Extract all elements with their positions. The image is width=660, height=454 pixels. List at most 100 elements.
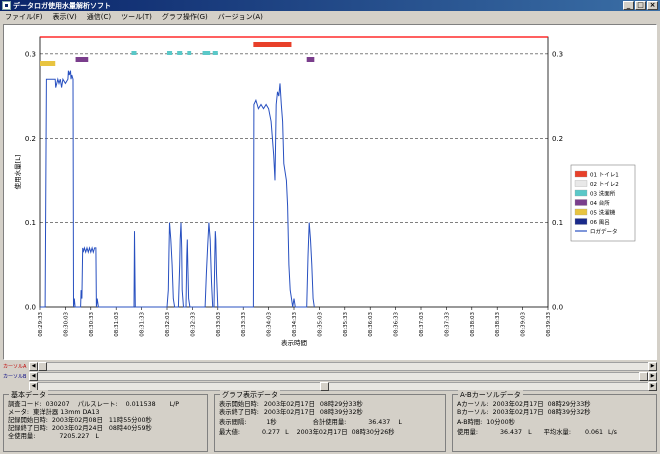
cursor-b-right-arrow[interactable]: ▶ xyxy=(648,372,657,381)
time-scrollbar[interactable]: ◀ ▶ xyxy=(29,382,657,391)
minimize-button[interactable]: _ xyxy=(623,1,634,10)
y-axis-label: 使用水量[L] xyxy=(13,155,22,190)
legend-swatch xyxy=(574,218,588,225)
basic-row-start: 記録開始日時: 2003年02月08日 11時55分00秒 xyxy=(8,417,152,425)
legend-label: 03 洗面所 xyxy=(590,190,616,198)
record-start-date: 2003年02月08日 xyxy=(51,417,103,424)
survey-code-value: 030207 xyxy=(45,401,70,408)
avg-flow-unit: L/s xyxy=(608,429,617,436)
max-value-unit: L xyxy=(285,429,289,436)
y2-tick-label: 0.1 xyxy=(552,219,563,227)
x-tick-label: 08:29:33 xyxy=(38,312,44,337)
legend-swatch xyxy=(574,189,588,197)
cursor-data-title: A-Bカーソルデータ xyxy=(458,390,523,400)
graph-data-group: グラフ表示データ 表示開始日時: 2003年02月17日 08時29分33秒 表… xyxy=(214,390,446,452)
survey-code-label: 調査コード: xyxy=(8,401,42,408)
display-end-time: 08時39分32秒 xyxy=(319,409,363,416)
x-tick-label: 08:30:33 xyxy=(89,312,95,337)
cursor-a-label: カーソルA xyxy=(3,364,27,370)
ab-time-value: 10分00秒 xyxy=(486,419,515,426)
app-icon xyxy=(2,1,11,10)
time-right-arrow[interactable]: ▶ xyxy=(648,382,657,391)
event-bar xyxy=(187,51,192,55)
cursor-a-left-arrow[interactable]: ◀ xyxy=(29,362,38,371)
menu-graph-ops[interactable]: グラフ操作(G) xyxy=(161,13,208,21)
total-usage-label: 全使用量: xyxy=(8,433,36,440)
event-bar xyxy=(212,51,218,55)
event-bar xyxy=(75,57,89,62)
graph-data-title: グラフ表示データ xyxy=(220,390,280,400)
time-thumb[interactable] xyxy=(320,382,329,391)
x-tick-label: 08:34:03 xyxy=(267,312,273,337)
cursor-scrollbars: カーソルA ◀ ▶ カーソルB ◀ ▶ ◀ ▶ xyxy=(3,362,657,392)
x-tick-label: 08:35:33 xyxy=(343,312,349,337)
x-tick-label: 08:31:33 xyxy=(140,312,146,337)
cursor-b-left-arrow[interactable]: ◀ xyxy=(29,372,38,381)
menu-tools[interactable]: ツール(T) xyxy=(121,13,152,21)
cursor-data-group: A-Bカーソルデータ Aカーソル: 2003年02月17日 08時29分33秒 … xyxy=(452,390,657,452)
x-tick-label: 08:33:33 xyxy=(241,312,247,337)
menu-version[interactable]: バージョン(A) xyxy=(217,13,263,21)
y-tick-label: 0.1 xyxy=(25,219,36,227)
cursor-b-scrollbar[interactable]: ◀ ▶ xyxy=(29,372,657,381)
legend-swatch xyxy=(574,199,588,206)
x-tick-label: 08:37:33 xyxy=(444,312,450,337)
event-bar xyxy=(177,51,183,55)
cursor-b-time: 08時39分32秒 xyxy=(547,409,591,416)
maximize-button[interactable]: □ xyxy=(635,1,646,10)
basic-row-survey: 調査コード: 030207 パルスレート: 0.011538 L/P xyxy=(8,401,179,409)
basic-data-title: 基本データ xyxy=(9,390,48,400)
x-tick-label: 08:39:03 xyxy=(521,312,527,337)
x-tick-label: 08:34:33 xyxy=(292,312,298,337)
cursor-row-b: Bカーソル: 2003年02月17日 08時39分32秒 xyxy=(457,409,591,417)
x-tick-label: 08:39:33 xyxy=(546,312,552,337)
cursor-a-thumb[interactable] xyxy=(38,362,47,371)
basic-data-group: 基本データ 調査コード: 030207 パルスレート: 0.011538 L/P… xyxy=(3,390,208,452)
record-start-time: 11時55分00秒 xyxy=(108,417,152,424)
display-start-label: 表示開始日時: xyxy=(219,401,259,408)
legend-label: 02 トイレ2 xyxy=(590,182,619,188)
title-bar: データロガ使用水量解析ソフト _ □ × xyxy=(0,0,660,11)
legend-swatch xyxy=(574,170,588,178)
x-tick-label: 08:33:03 xyxy=(216,312,222,337)
cursor-a-scrollbar[interactable]: ◀ ▶ xyxy=(29,362,657,371)
graph-row-end: 表示終了日時: 2003年02月17日 08時39分32秒 xyxy=(219,409,363,417)
window-title: データロガ使用水量解析ソフト xyxy=(13,1,111,10)
x-tick-label: 08:31:03 xyxy=(114,312,120,337)
cursor-b-thumb[interactable] xyxy=(639,372,648,381)
graph-row-start: 表示開始日時: 2003年02月17日 08時29分33秒 xyxy=(219,401,363,409)
ab-usage-label: 使用量: xyxy=(457,429,479,436)
display-end-date: 2003年02月17日 xyxy=(263,409,315,416)
total-usage-unit: L xyxy=(95,433,99,440)
x-tick-label: 08:30:03 xyxy=(63,312,69,337)
legend-swatch xyxy=(574,180,588,187)
menu-view[interactable]: 表示(V) xyxy=(52,13,77,21)
logger-data-line xyxy=(40,70,315,308)
graph-row-interval: 表示間隔: 1秒 合計使用量: 36.437 L xyxy=(219,419,402,427)
event-bar xyxy=(167,51,173,55)
close-button[interactable]: × xyxy=(647,1,658,10)
display-start-date: 2003年02月17日 xyxy=(263,401,315,408)
max-value: 0.277 xyxy=(262,429,281,436)
legend-label: 01 トイレ1 xyxy=(590,173,619,179)
y-tick-label: 0.2 xyxy=(25,135,36,143)
x-tick-label: 08:37:03 xyxy=(419,312,425,337)
cursor-a-right-arrow[interactable]: ▶ xyxy=(648,362,657,371)
y-tick-label: 0.0 xyxy=(25,304,36,312)
avg-flow-label: 平均水量: xyxy=(543,429,571,436)
sum-usage-unit: L xyxy=(398,419,402,426)
y2-tick-label: 0.3 xyxy=(552,50,563,58)
cursor-a-time: 08時29分33秒 xyxy=(547,401,591,408)
cursor-b-row: カーソルB ◀ ▶ xyxy=(3,372,657,381)
menu-communication[interactable]: 通信(C) xyxy=(86,13,112,21)
cursor-a-date: 2003年02月17日 xyxy=(492,401,544,408)
basic-row-meter: メータ: 東洋計器 13mm DA13 xyxy=(8,409,100,417)
event-bar xyxy=(202,51,211,55)
x-axis-label: 表示時間 xyxy=(281,338,307,347)
x-tick-label: 08:36:33 xyxy=(394,312,400,337)
meter-label: メータ: xyxy=(8,409,30,416)
record-start-label: 記録開始日時: xyxy=(8,417,48,424)
menu-file[interactable]: ファイル(F) xyxy=(5,13,43,21)
x-tick-label: 08:36:03 xyxy=(368,312,374,337)
cursor-row-a: Aカーソル: 2003年02月17日 08時29分33秒 xyxy=(457,401,591,409)
